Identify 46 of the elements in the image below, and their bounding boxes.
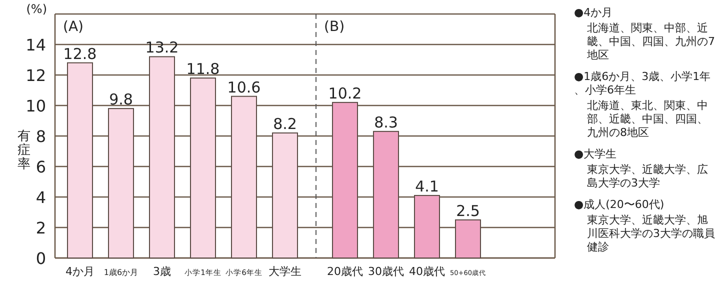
bar xyxy=(231,96,257,258)
text: 北海道、関東、中部、近畿、中国、四国、九州の7地区 xyxy=(586,22,715,62)
bar xyxy=(455,219,481,258)
chart-title: (B) xyxy=(324,19,345,35)
text: ●成人(20〜60代) xyxy=(574,198,664,211)
bar xyxy=(332,102,358,258)
data-label: 8.2 xyxy=(273,114,297,133)
data-label: 10.6 xyxy=(227,78,261,96)
text: 東京大学、近畿大学、広島大学の3大学 xyxy=(587,163,708,190)
chart-title: (A) xyxy=(63,19,84,35)
data-label: 2.5 xyxy=(456,202,480,220)
bar xyxy=(190,78,216,258)
y-tick-label: 12 xyxy=(26,66,46,85)
y-tick-label: 6 xyxy=(36,158,46,176)
text: ●4か月 xyxy=(574,6,613,19)
x-tick-label: 40歳代 xyxy=(409,265,445,278)
text: 北海道、東北、関東、中部、近畿、中国、四国、九州の8地区 xyxy=(587,99,708,139)
data-label: 10.2 xyxy=(328,84,362,102)
y-tick-label: 0 xyxy=(36,249,46,268)
bar xyxy=(272,132,298,258)
y-tick-label: 14 xyxy=(26,36,46,54)
y-tick-label: 8 xyxy=(36,127,46,146)
x-tick-label: 30歳代 xyxy=(368,265,404,278)
data-label: 4.1 xyxy=(415,177,439,196)
bar xyxy=(414,194,440,258)
data-label: 9.8 xyxy=(109,90,133,109)
data-label: 8.3 xyxy=(374,113,398,132)
y-axis-title: 有症率 xyxy=(18,129,30,172)
x-tick-label: 4か月 xyxy=(66,265,94,278)
bar xyxy=(149,56,175,258)
y-tick-label: 10 xyxy=(26,96,46,116)
y-tick-label: 2 xyxy=(36,218,46,238)
x-tick-label: 大学生 xyxy=(268,265,302,278)
x-tick-label: 3歳 xyxy=(153,265,171,278)
data-label: 12.8 xyxy=(63,44,97,63)
bar xyxy=(67,62,93,258)
bar xyxy=(108,108,134,258)
y-tick-label: 4 xyxy=(36,188,46,207)
bar xyxy=(373,130,399,258)
text: ●大学生 xyxy=(574,148,617,160)
x-tick-label: 20歳代 xyxy=(327,265,363,278)
text: ●1歳6か月、3歳、小学1年、小学6年生 xyxy=(574,70,711,96)
text: 東京大学、近畿大学、旭川医科大学の3大学の職員健診 xyxy=(587,214,715,254)
text: (%) xyxy=(26,2,47,16)
data-label: 11.8 xyxy=(186,60,220,78)
x-tick-label: 1歳6か月 xyxy=(104,268,138,277)
